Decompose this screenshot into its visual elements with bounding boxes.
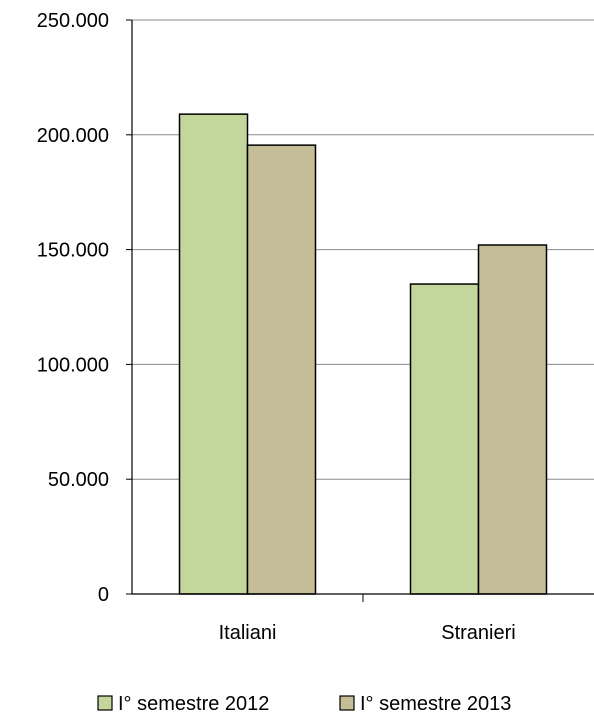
y-tick-label: 150.000 [37,240,109,262]
legend-label: I° semestre 2012 [118,693,269,715]
legend: I° semestre 2012 I° semestre 2013 [97,693,511,715]
bar-stranieri-series-2 [477,244,548,595]
y-tick-label: 0 [98,584,109,606]
x-tick-labels: Italiani Stranieri [219,622,516,644]
y-tick-labels: 0 50.000 100.000 150.000 200.000 250.000 [37,10,109,606]
bar-stranieri-series-1 [409,283,480,595]
x-tick-label: Italiani [219,622,277,644]
y-tick-label: 100.000 [37,354,109,376]
x-tick-label: Stranieri [441,622,515,644]
legend-label: I° semestre 2013 [360,693,511,715]
bars [178,113,548,595]
y-tick-label: 250.000 [37,10,109,32]
bar-italiani-series-1 [178,113,249,595]
legend-swatch [97,695,113,711]
bar-italiani-series-2 [246,144,317,595]
axes [126,19,594,602]
y-tick-label: 200.000 [37,125,109,147]
legend-swatch [339,695,355,711]
y-tick-label: 50.000 [48,469,109,491]
